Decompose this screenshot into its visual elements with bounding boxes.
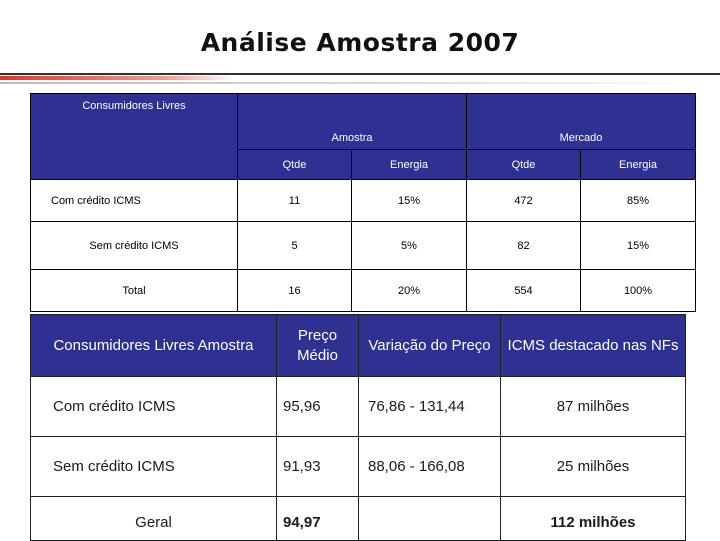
avg-price-total: 94,97 [276,496,359,541]
header-amostra-qtde: Qtde [237,149,352,180]
market-qty: 82 [466,221,581,270]
icms-amount-total: 112 milhões [500,496,686,541]
slide-title: Análise Amostra 2007 [200,28,520,57]
sample-qty: 5 [237,221,352,270]
price-variation-total [358,496,501,541]
header-variacao-preco: Variação do Preço [358,314,501,377]
title-rule-red-accent [0,76,235,80]
row-label: Com crédito ICMS [30,179,238,222]
market-energy: 100% [579,269,697,312]
sample-energy: 15% [351,179,467,222]
title-rule-dark [0,73,720,75]
market-qty: 554 [466,269,581,312]
sample-energy: 5% [351,221,467,270]
market-qty: 472 [466,179,581,222]
row-label-total: Total [30,269,238,312]
header-mercado-qtde: Qtde [466,149,581,180]
header-group-mercado: Mercado [465,93,697,150]
sample-energy: 20% [351,269,467,312]
row-label-total: Geral [30,496,277,541]
avg-price: 91,93 [276,436,359,497]
icms-amount: 87 milhões [500,376,686,437]
price-variation: 88,06 - 166,08 [358,436,501,497]
market-energy: 85% [579,179,697,222]
table-row: Sem crédito ICMS 91,93 88,06 - 166,08 25… [30,436,686,497]
sample-qty: 16 [237,269,352,312]
header-consumidores-livres-amostra: Consumidores Livres Amostra [30,314,277,377]
price-variation: 76,86 - 131,44 [358,376,501,437]
header-amostra-energia: Energia [351,149,467,180]
price-icms-table: Consumidores Livres Amostra Preço Médio … [30,314,686,541]
avg-price: 95,96 [276,376,359,437]
header-group-amostra: Amostra [237,93,467,150]
market-energy: 15% [579,221,697,270]
header-preco-medio: Preço Médio [276,314,359,377]
icms-amount: 25 milhões [500,436,686,497]
table-row: Com crédito ICMS 95,96 76,86 - 131,44 87… [30,376,686,437]
header-mercado-energia: Energia [579,149,697,180]
table-row: Sem crédito ICMS 5 5% 82 15% [30,221,697,270]
header-consumidores-livres: Consumidores Livres [30,93,238,180]
table-row-total: Total 16 20% 554 100% [30,269,697,312]
sample-qty: 11 [237,179,352,222]
row-label: Sem crédito ICMS [30,221,238,270]
table-row: Com crédito ICMS 11 15% 472 85% [30,179,697,222]
table-row-total: Geral 94,97 112 milhões [30,496,686,541]
row-label: Com crédito ICMS [30,376,277,437]
header-icms-destacado: ICMS destacado nas NFs [500,314,686,377]
sample-vs-market-table: Consumidores Livres Amostra Mercado Qtde… [30,93,697,312]
title-rule-grey [0,82,720,84]
row-label: Sem crédito ICMS [30,436,277,497]
